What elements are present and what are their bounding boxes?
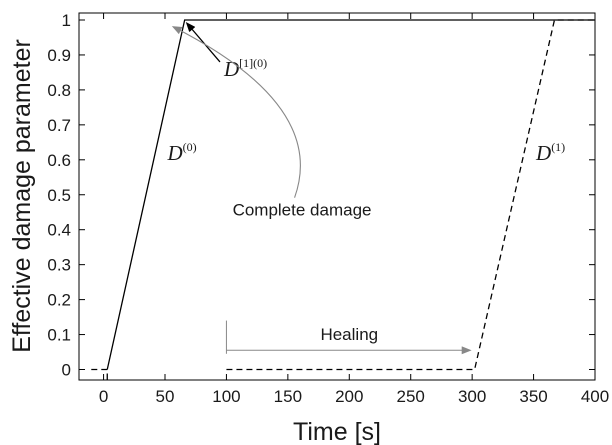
y-tick-label: 0.2 <box>47 291 71 310</box>
series-line-1-b <box>226 19 595 371</box>
series-line-0 <box>106 19 595 370</box>
y-axis-title: Effective damage parameter <box>8 39 36 353</box>
healing-label: Healing <box>320 325 378 344</box>
x-tick-label: 250 <box>397 387 425 406</box>
y-tick-label: 0.5 <box>47 186 71 205</box>
d10-label: D[1](0) <box>223 56 267 81</box>
complete-damage-label: Complete damage <box>233 201 372 220</box>
y-tick-label: 0.8 <box>47 81 71 100</box>
x-tick-label: 350 <box>519 387 547 406</box>
x-tick-label: 200 <box>335 387 363 406</box>
annotations-group: D(0) D(1) D[1](0) Complete damage Healing <box>166 21 565 355</box>
axis-ticks: 0 50 100 150 200 250 300 350 400 0 0.1 0.2 0.3 0.4 0.5… <box>47 11 609 406</box>
plot-frame <box>78 12 596 381</box>
d10-arrow <box>185 21 221 63</box>
x-tick-label: 100 <box>212 387 240 406</box>
x-tick-label: 50 <box>156 387 175 406</box>
x-tick-label: 300 <box>458 387 486 406</box>
d0-label: D(0) <box>166 140 196 165</box>
x-tick-label: 0 <box>99 387 108 406</box>
series-group <box>91 19 595 380</box>
y-tick-label: 1 <box>62 11 71 30</box>
y-tick-label: 0.9 <box>47 46 71 65</box>
series-line-1 <box>91 368 108 380</box>
y-tick-label: 0.3 <box>47 256 71 275</box>
complete-damage-arrow <box>171 26 301 198</box>
x-tick-label: 150 <box>274 387 302 406</box>
y-tick-label: 0.6 <box>47 151 71 170</box>
y-tick-label: 0 <box>62 361 71 380</box>
y-tick-label: 0.1 <box>47 326 71 345</box>
x-tick-label: 400 <box>581 387 609 406</box>
x-axis-title: Time [s] <box>293 418 381 445</box>
y-tick-label: 0.4 <box>47 221 71 240</box>
y-tick-label: 0.7 <box>47 116 71 135</box>
d1-label: D(1) <box>535 140 565 165</box>
